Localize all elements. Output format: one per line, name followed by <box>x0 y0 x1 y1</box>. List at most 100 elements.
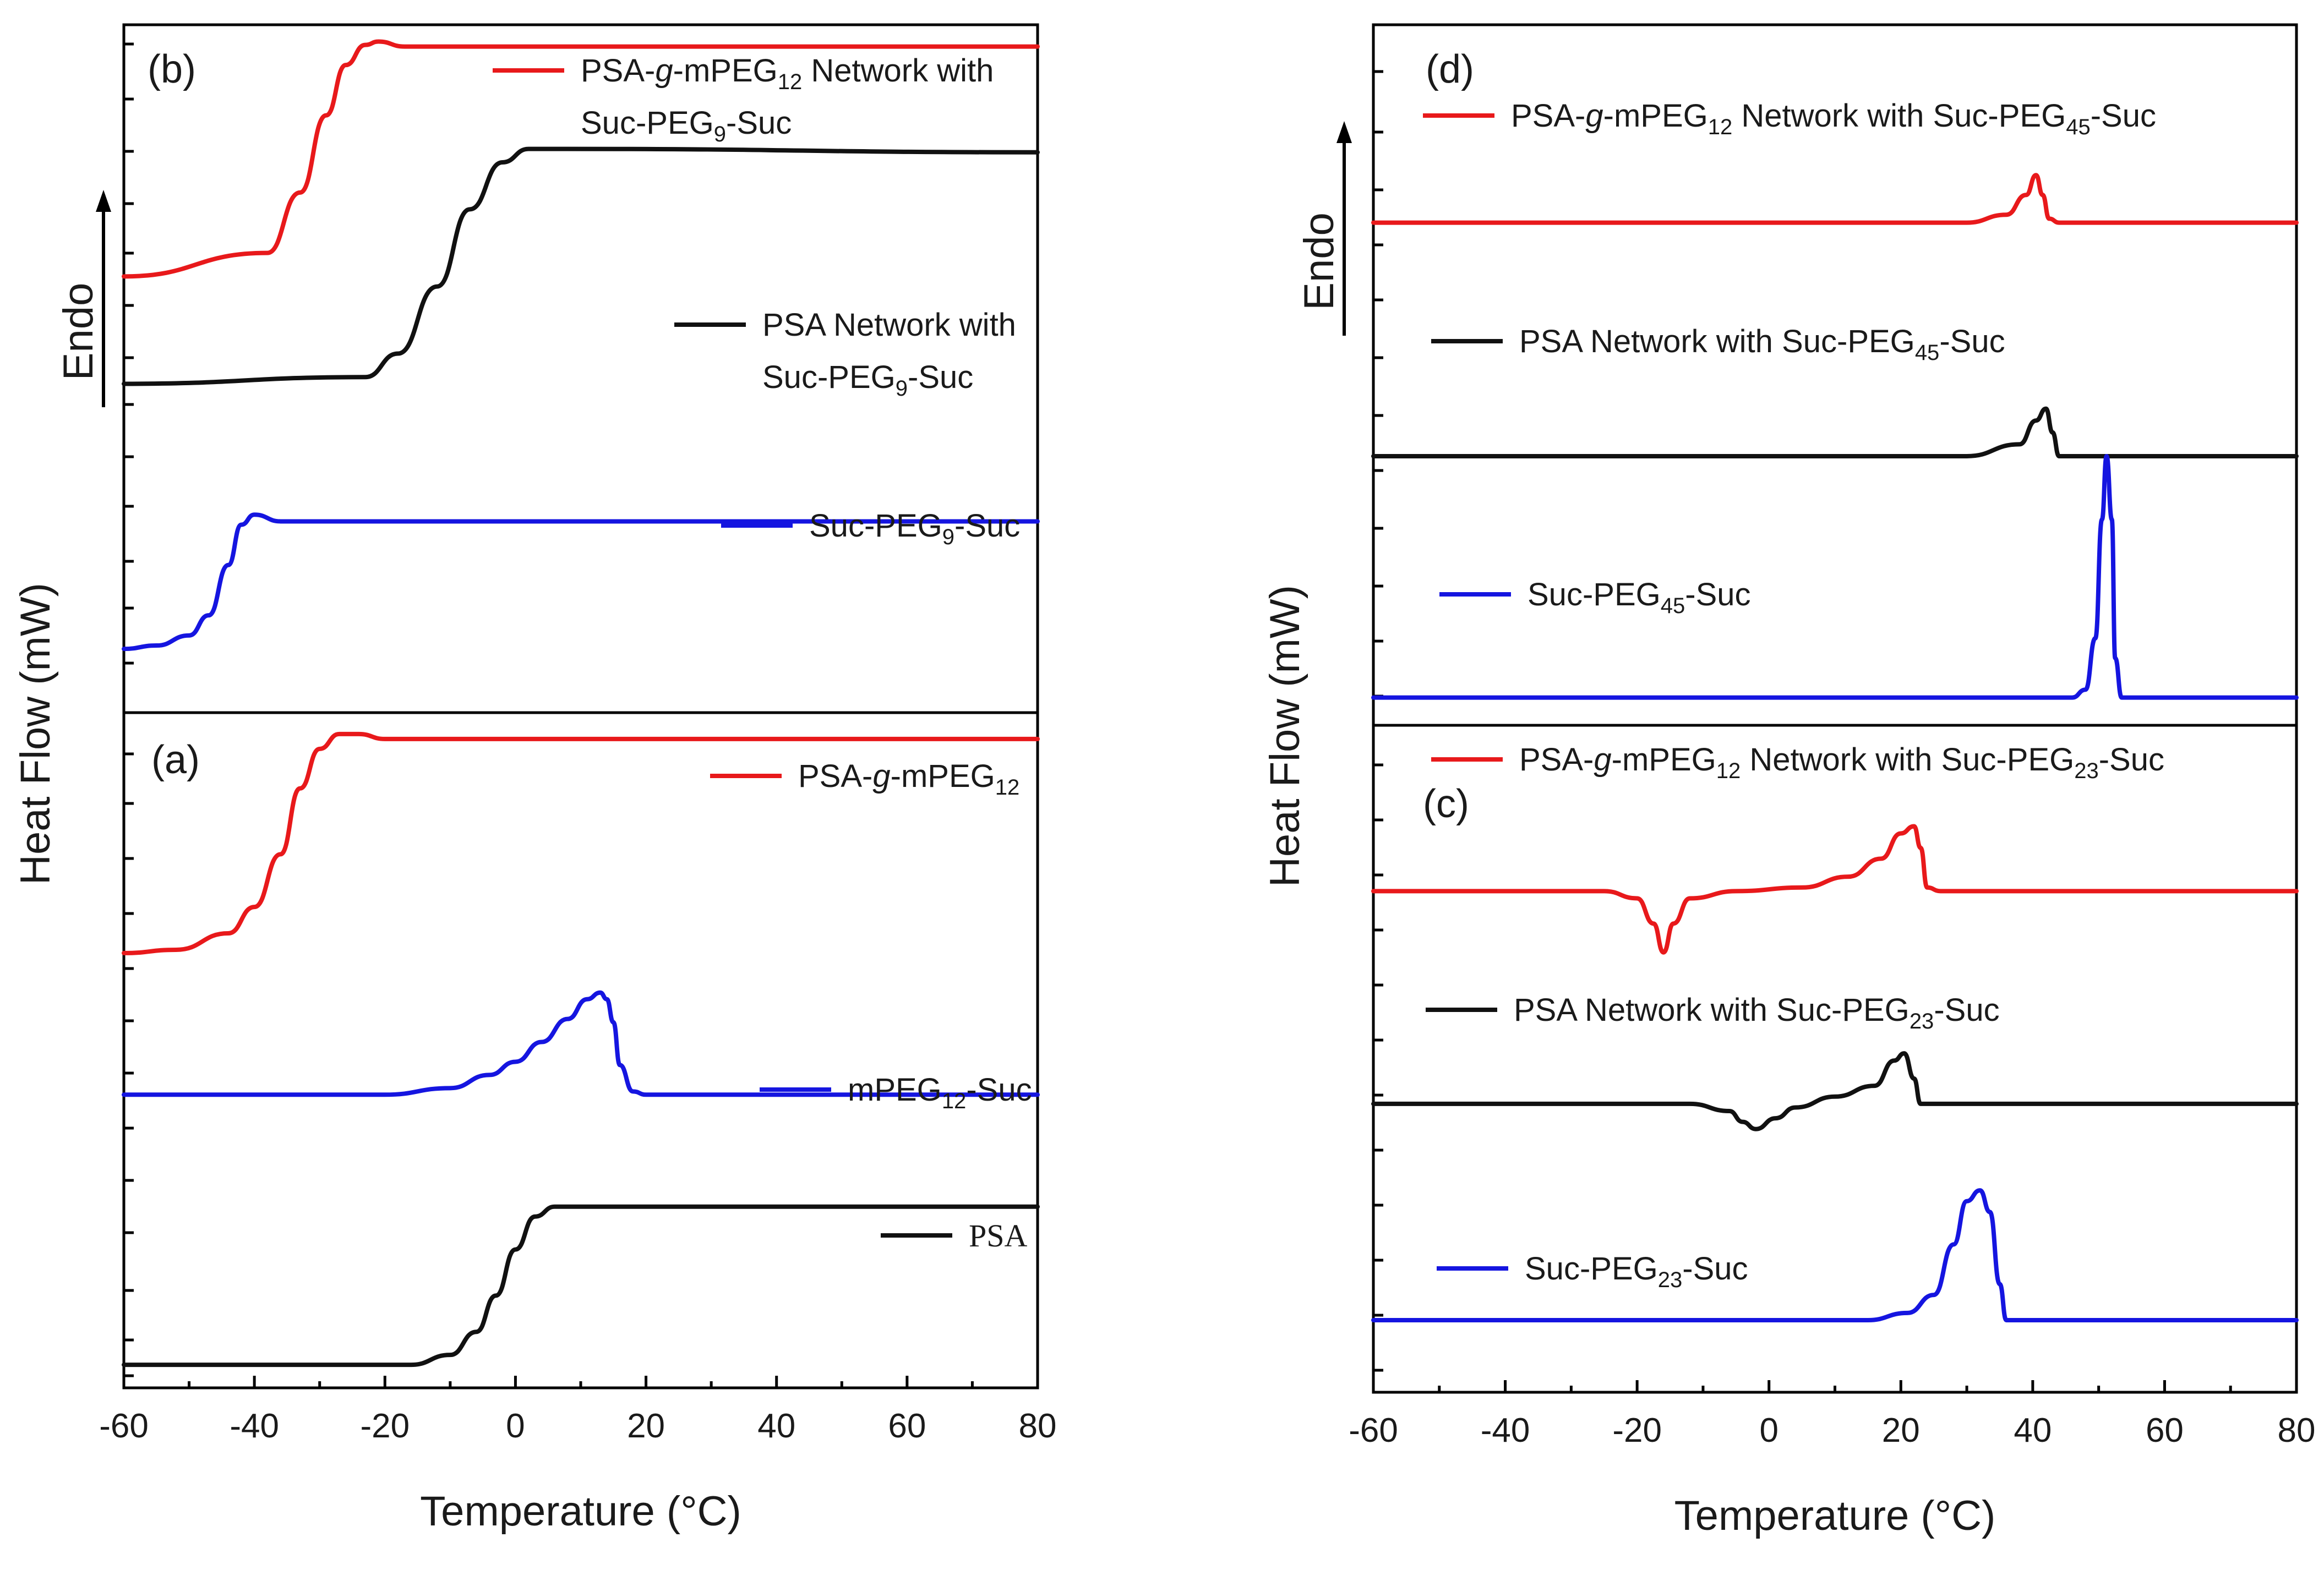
x-tick-label: 80 <box>2278 1412 2316 1449</box>
legend-label: PSA-g-mPEG12 Network with Suc-PEG45-Suc <box>1511 98 2156 139</box>
legend-label-part: PSA- <box>581 53 655 89</box>
legend-label-line2-part: Suc-PEG <box>762 359 896 395</box>
legend-label-part: 45 <box>1661 594 1685 618</box>
x-tick-label: 60 <box>2146 1412 2184 1449</box>
series-curve <box>1371 1051 2299 1131</box>
legend-label-part: 23 <box>1658 1268 1683 1292</box>
legend-label: PSA-g-mPEG12 <box>798 758 1019 800</box>
panel-label: (d) <box>1426 47 1474 91</box>
legend-label-line2-part: 9 <box>714 122 726 146</box>
legend-label-part: -Suc <box>1685 577 1750 612</box>
x-tick-label: -60 <box>99 1407 149 1445</box>
legend-label-line2-part: Suc-PEG <box>581 105 714 141</box>
legend-label-part: g <box>1585 98 1603 134</box>
legend-label-part: PSA Network with Suc-PEG <box>1519 324 1915 359</box>
y-axis-title: Heat Flow (mW) <box>1262 585 1308 887</box>
legend-label: PSA-g-mPEG12 Network with <box>581 53 994 94</box>
legend-label-part: g <box>655 53 673 89</box>
legend-label-part: Network with <box>802 53 994 89</box>
legend-label-part: Network with Suc-PEG <box>1741 742 2074 778</box>
series-curve <box>1371 173 2299 225</box>
legend-label-line2-part: -Suc <box>908 359 973 395</box>
legend-label-part: mPEG <box>848 1072 942 1108</box>
legend-label-part: 12 <box>995 775 1020 800</box>
panel-label: (b) <box>148 47 196 91</box>
legend-label-part: 12 <box>942 1089 967 1113</box>
legend-label-part: -Suc <box>1939 324 2005 359</box>
legend-label-part: Suc-PEG <box>1527 577 1661 612</box>
x-tick-label: 0 <box>1759 1412 1778 1449</box>
legend-label-part: 23 <box>1910 1009 1934 1033</box>
series-curve <box>122 990 1040 1097</box>
legend-label-part: 23 <box>2074 759 2099 783</box>
legend-label-part: -Suc <box>2099 742 2164 778</box>
legend-label: PSA Network with Suc-PEG45-Suc <box>1519 324 2005 365</box>
x-tick-label: 80 <box>1019 1407 1057 1445</box>
legend-label: Suc-PEG23-Suc <box>1525 1251 1748 1292</box>
x-tick-label: 60 <box>888 1407 926 1445</box>
panel-label: (a) <box>151 738 200 782</box>
y-axis-title: Heat Flow (mW) <box>12 583 59 885</box>
legend-label-part: -Suc <box>2091 98 2156 134</box>
legend-label-part: PSA Network with <box>762 307 1016 343</box>
legend-label-part: -mPEG <box>891 758 995 794</box>
series-curve <box>122 731 1040 955</box>
legend-label-part: 45 <box>1915 341 1940 365</box>
chart-left: -60 -40 -20 0 20 40 60 80 Temperature (°C) Heat F… <box>12 23 1057 1535</box>
x-tick-label: 40 <box>757 1407 795 1445</box>
legend-label: PSA <box>969 1218 1028 1254</box>
legend-label: PSA-g-mPEG12 Network with Suc-PEG23-Suc <box>1519 742 2164 783</box>
legend-label-part: PSA <box>969 1218 1028 1254</box>
series-curve <box>1371 1188 2299 1322</box>
x-tick-label: -20 <box>360 1407 410 1445</box>
legend-label-part: g <box>1594 742 1611 778</box>
legend-label-part: Network with Suc-PEG <box>1732 98 2066 134</box>
legend-label: Suc-PEG9-Suc <box>809 508 1020 549</box>
legend-label-part: g <box>872 758 890 794</box>
legend-label: mPEG12-Suc <box>848 1072 1032 1113</box>
legend-label-part: -Suc <box>966 1072 1032 1108</box>
legend-label-line2: Suc-PEG9-Suc <box>581 105 792 146</box>
x-axis-title: Temperature (°C) <box>420 1488 741 1535</box>
x-tick-label: 40 <box>2014 1412 2052 1449</box>
legend-label: PSA Network with Suc-PEG23-Suc <box>1514 992 2000 1033</box>
endo-arrow-head <box>96 190 111 212</box>
legend-label-part: -mPEG <box>1612 742 1716 778</box>
series-curve <box>122 1204 1040 1367</box>
legend-label-part: -mPEG <box>1603 98 1708 134</box>
x-axis-title: Temperature (°C) <box>1674 1492 1996 1539</box>
x-tick-label: -40 <box>230 1407 279 1445</box>
legend-label-part: 45 <box>2066 115 2091 139</box>
legend-label-part: Suc-PEG <box>809 508 942 544</box>
x-tick-label: -60 <box>1349 1412 1398 1449</box>
series-curve <box>1371 453 2299 700</box>
legend-label-part: 9 <box>942 525 954 549</box>
legend-label: Suc-PEG45-Suc <box>1527 577 1751 618</box>
legend-label-line2-part: 9 <box>896 376 908 401</box>
panel-label: (c) <box>1423 782 1469 826</box>
legend-label-part: PSA- <box>798 758 872 794</box>
x-tick-label: 20 <box>627 1407 665 1445</box>
chart-right: -60 -40 -20 0 20 40 60 80 Temperature (°C) Heat F… <box>1262 23 2316 1539</box>
legend-label-line2-part: -Suc <box>726 105 792 141</box>
legend-label-part: PSA- <box>1519 742 1594 778</box>
series-curve <box>1371 824 2299 955</box>
endo-label: Endo <box>55 283 102 381</box>
x-tick-label: -40 <box>1481 1412 1530 1449</box>
series-curve <box>122 512 1040 652</box>
legend-label-part: PSA Network with Suc-PEG <box>1514 992 1910 1028</box>
x-tick-label: 0 <box>506 1407 525 1445</box>
legend-label-part: PSA- <box>1511 98 1585 134</box>
series-curve <box>122 146 1040 386</box>
series-curve <box>122 39 1040 279</box>
x-tick-label: -20 <box>1612 1412 1662 1449</box>
legend-label-part: 12 <box>778 70 803 94</box>
x-tick-label: 20 <box>1882 1412 1920 1449</box>
legend-label-part: -mPEG <box>673 53 778 89</box>
endo-label: Endo <box>1296 212 1343 310</box>
legend-label-part: 12 <box>1708 115 1733 139</box>
legend-label-part: -Suc <box>954 508 1020 544</box>
legend-label-line2: Suc-PEG9-Suc <box>762 359 973 401</box>
